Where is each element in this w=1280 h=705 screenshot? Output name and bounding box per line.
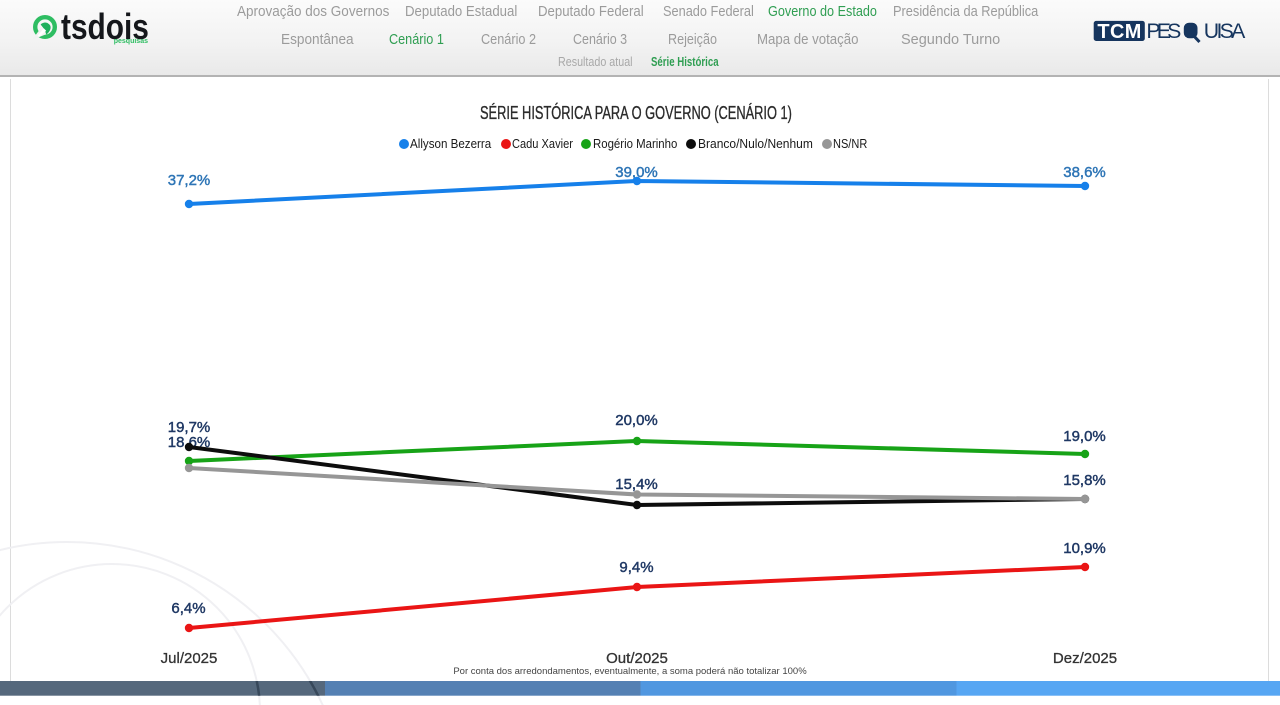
svg-text:PES: PES: [1146, 20, 1181, 43]
svg-text:TCM: TCM: [1097, 21, 1141, 43]
svg-text:UISA: UISA: [1204, 20, 1246, 43]
